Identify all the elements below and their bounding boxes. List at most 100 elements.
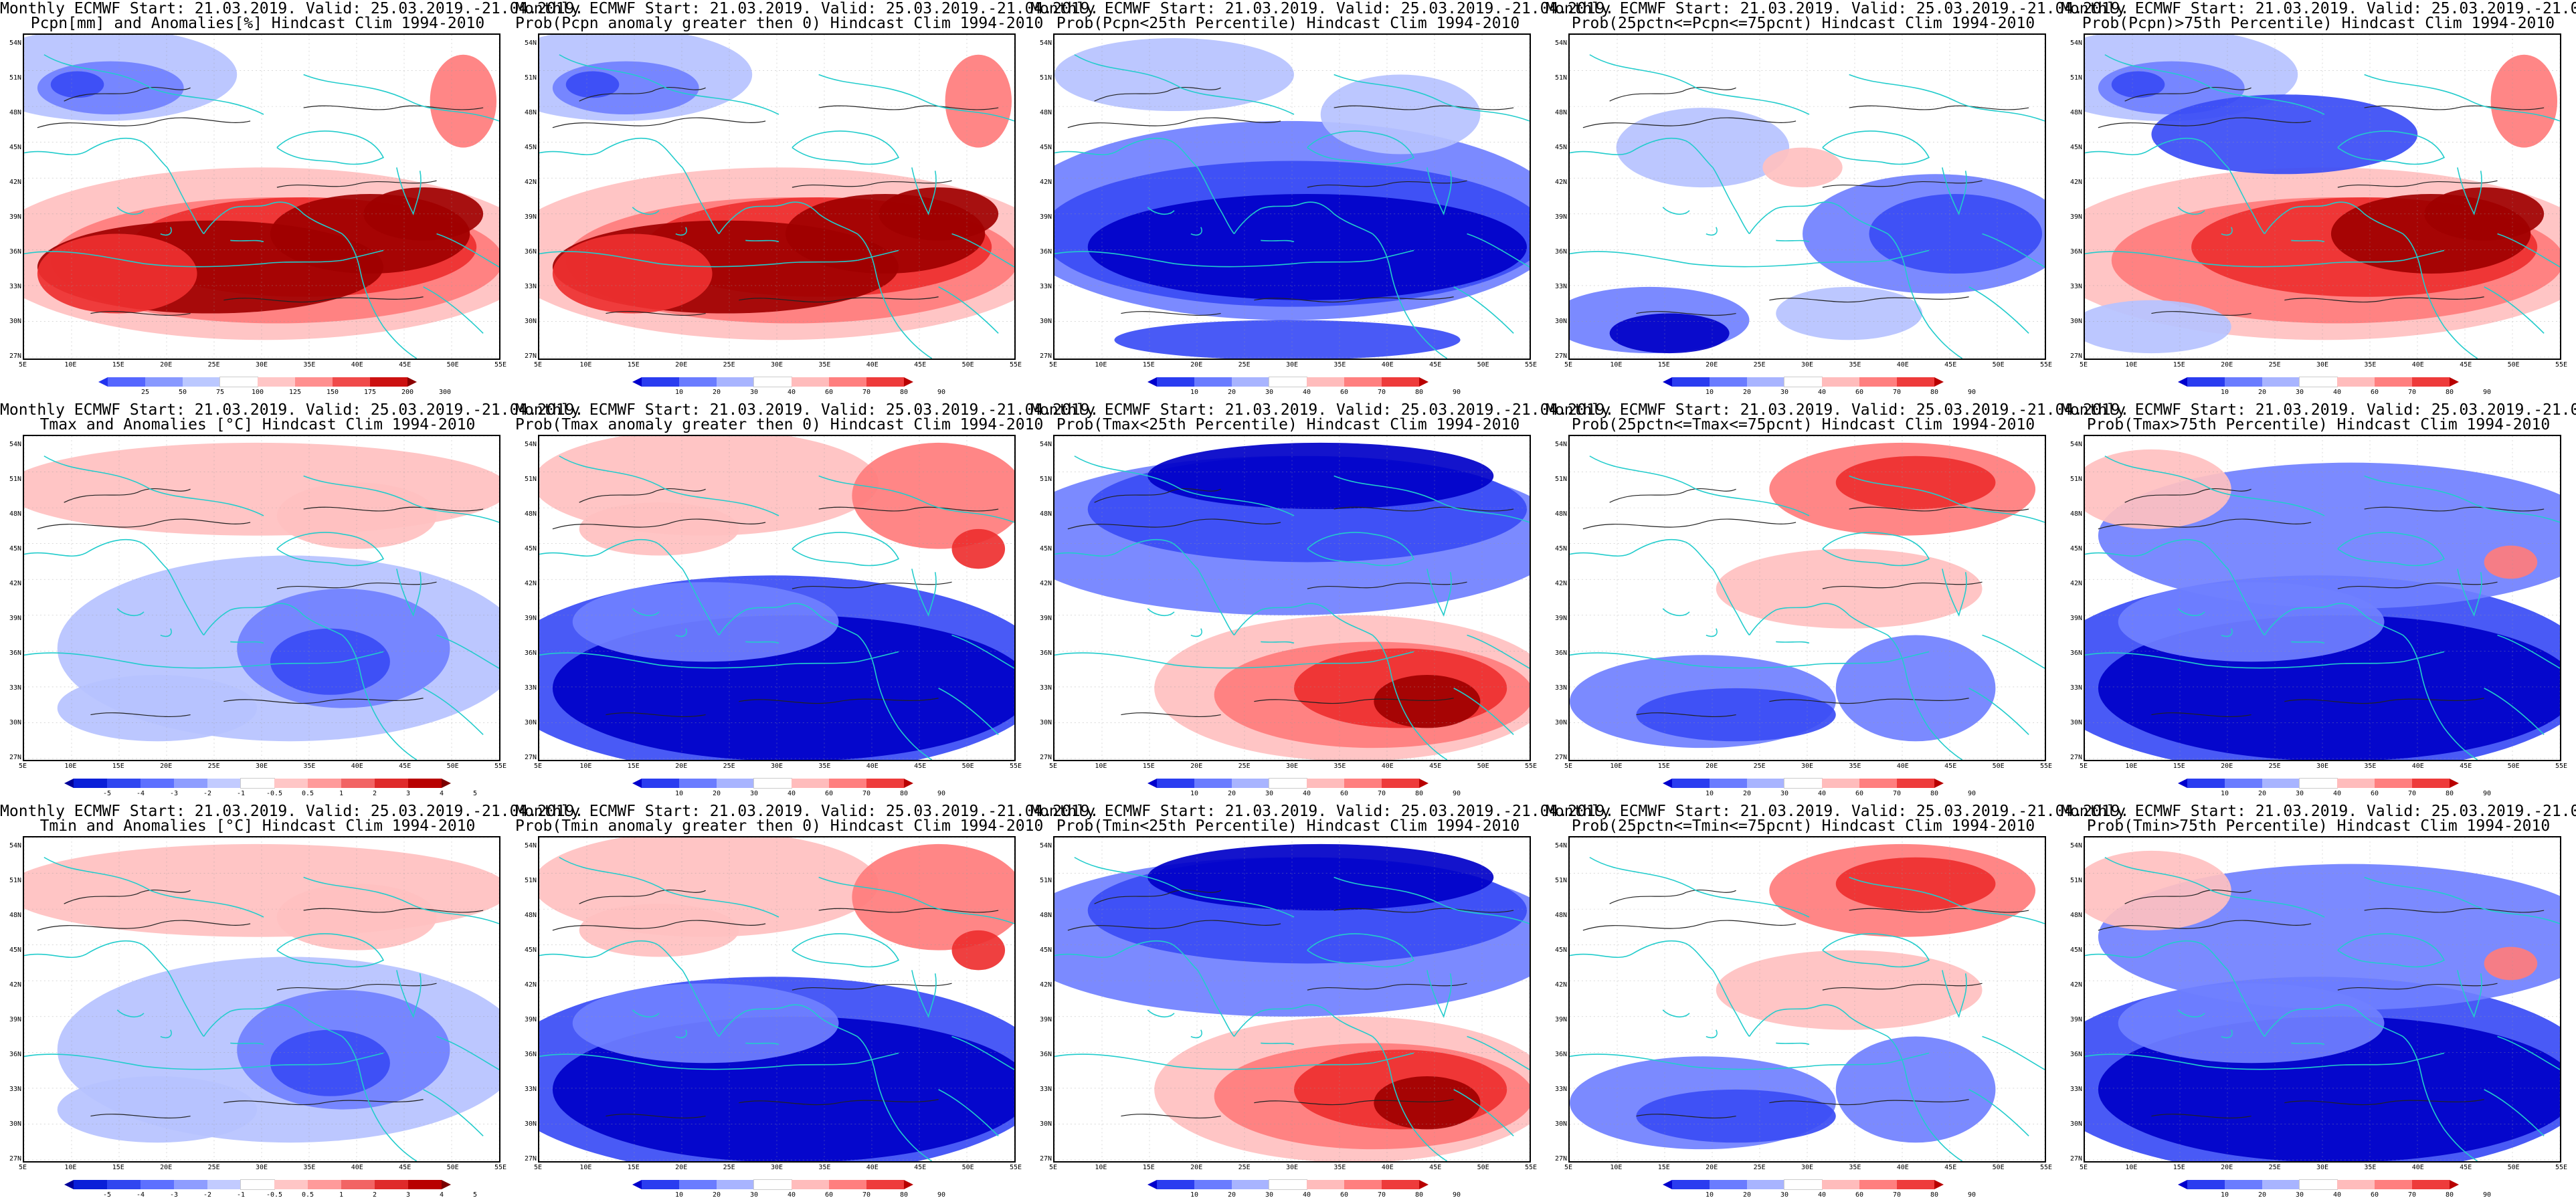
- colorbar-swatch: [2262, 377, 2300, 387]
- lon-label: 45E: [1944, 361, 1957, 369]
- contour-line: [1849, 908, 2029, 913]
- map-area[interactable]: [1053, 435, 1531, 761]
- contour-line: [1094, 488, 1221, 503]
- map-area[interactable]: [538, 33, 1016, 360]
- contour-line: [1609, 86, 1736, 102]
- contour-line: [2151, 311, 2251, 316]
- colorbar-tick-label: 30: [1780, 1191, 1789, 1199]
- coastline: [2403, 249, 2445, 261]
- lon-label: 25E: [1238, 361, 1251, 369]
- colorbar-tick-label: 10: [2220, 1191, 2229, 1199]
- lon-label: 25E: [1238, 1164, 1251, 1171]
- lat-label: 36N: [1554, 649, 1567, 657]
- lon-label: 20E: [160, 361, 173, 369]
- colorbar-tick-label: -3: [169, 1191, 179, 1199]
- coastline: [396, 970, 422, 1019]
- map-area[interactable]: [1053, 33, 1531, 360]
- lon-label: 40E: [866, 763, 879, 770]
- colorbar-swatch: [2187, 1180, 2225, 1189]
- coastline: [1570, 1054, 1888, 1070]
- lat-label: 42N: [9, 179, 21, 186]
- colorbar-tick-label: -5: [102, 790, 112, 797]
- lat-label: 36N: [1039, 649, 1052, 657]
- map-panel: Monthly ECMWF Start: 21.03.2019. Valid: …: [2061, 0, 2576, 401]
- map-area[interactable]: [538, 836, 1016, 1163]
- coastline: [1054, 538, 1235, 636]
- contour-line: [739, 698, 939, 704]
- colorbar-min-arrow: [98, 377, 108, 387]
- map-area[interactable]: [2084, 435, 2561, 761]
- lon-label: 50E: [961, 1164, 974, 1171]
- coastline: [2457, 569, 2482, 617]
- map-area[interactable]: [2084, 33, 2561, 360]
- colorbar-swatch: [1859, 779, 1897, 788]
- colorbar-tick-label: 60: [1855, 790, 1864, 797]
- colorbar-min-arrow: [1663, 1180, 1672, 1189]
- contour-line: [1067, 920, 1281, 931]
- anomaly-region: [1835, 456, 1996, 510]
- lon-label: 45E: [399, 361, 411, 369]
- contour-line: [37, 920, 251, 931]
- colorbar-swatch: [1710, 1180, 1747, 1189]
- lon-label: 15E: [1142, 361, 1155, 369]
- lat-label: 30N: [1554, 318, 1567, 325]
- map-area[interactable]: [23, 33, 500, 360]
- colorbar-tick-label: 20: [1742, 790, 1752, 797]
- lat-label: 36N: [524, 248, 537, 256]
- panel-title-line1: Monthly ECMWF Start: 21.03.2019. Valid: …: [1030, 0, 1615, 17]
- colorbar-tick-label: 90: [1967, 1191, 1976, 1199]
- lat-label: 54N: [1554, 39, 1567, 47]
- colorbar-tick-label: 20: [2258, 790, 2267, 797]
- colorbar-tick-label: 80: [899, 1191, 909, 1199]
- contour-line: [1822, 581, 1983, 589]
- colorbar-tick-label: 10: [1705, 389, 1714, 396]
- colorbar-swatch: [1672, 1180, 1710, 1189]
- map-area[interactable]: [1568, 33, 2046, 360]
- colorbar-tick-label: 2: [372, 1191, 377, 1199]
- coastline: [938, 233, 1014, 334]
- map-area[interactable]: [1053, 836, 1531, 1163]
- lat-label: 36N: [524, 1051, 537, 1058]
- lon-label: 55E: [1009, 361, 1022, 369]
- panel-title-line1: Monthly ECMWF Start: 21.03.2019. Valid: …: [1030, 803, 1615, 820]
- contour-line: [1067, 518, 1281, 530]
- coastline: [1942, 569, 1967, 617]
- map-area[interactable]: [538, 435, 1016, 761]
- colorbar-tick-label: 60: [824, 790, 834, 797]
- colorbar-tick-label: 80: [1414, 1191, 1424, 1199]
- lat-label: 39N: [1554, 1016, 1567, 1023]
- lon-label: 20E: [675, 1164, 688, 1171]
- colorbar-tick-label: 80: [899, 389, 909, 396]
- coastline: [2177, 1009, 2325, 1045]
- map-area[interactable]: [2084, 836, 2561, 1163]
- coastline: [2177, 207, 2325, 243]
- lat-label: 39N: [9, 213, 21, 221]
- coastline: [1372, 233, 1448, 359]
- map-area[interactable]: [23, 836, 500, 1163]
- colorbar-tick-label: 90: [937, 389, 946, 396]
- map-field: [24, 837, 499, 1161]
- lat-label: 30N: [1039, 1120, 1052, 1128]
- colorbar-tick-label: 80: [1930, 790, 1939, 797]
- contour-line: [579, 86, 706, 102]
- lat-label: 48N: [1039, 912, 1052, 919]
- map-area[interactable]: [23, 435, 500, 761]
- lon-label: 5E: [1048, 361, 1058, 369]
- anomaly-region: [2085, 449, 2231, 529]
- coastline: [1372, 249, 1414, 261]
- coastline: [1074, 54, 1530, 122]
- map-area[interactable]: [1568, 435, 2046, 761]
- colorbar-tick-label: 40: [787, 389, 796, 396]
- lat-label: 30N: [1554, 1120, 1567, 1128]
- coastline: [718, 1004, 858, 1037]
- lat-label: 51N: [524, 476, 537, 483]
- anomaly-region: [1716, 548, 1983, 629]
- colorbar-max-arrow: [442, 1180, 451, 1189]
- coastline: [43, 54, 499, 122]
- lat-label: 54N: [2069, 842, 2082, 849]
- map-area[interactable]: [1568, 836, 2046, 1163]
- colorbar: [1147, 377, 1429, 387]
- coastline: [1453, 233, 1530, 334]
- coastline: [2264, 1004, 2403, 1037]
- colorbar-tick-label: 4: [439, 1191, 444, 1199]
